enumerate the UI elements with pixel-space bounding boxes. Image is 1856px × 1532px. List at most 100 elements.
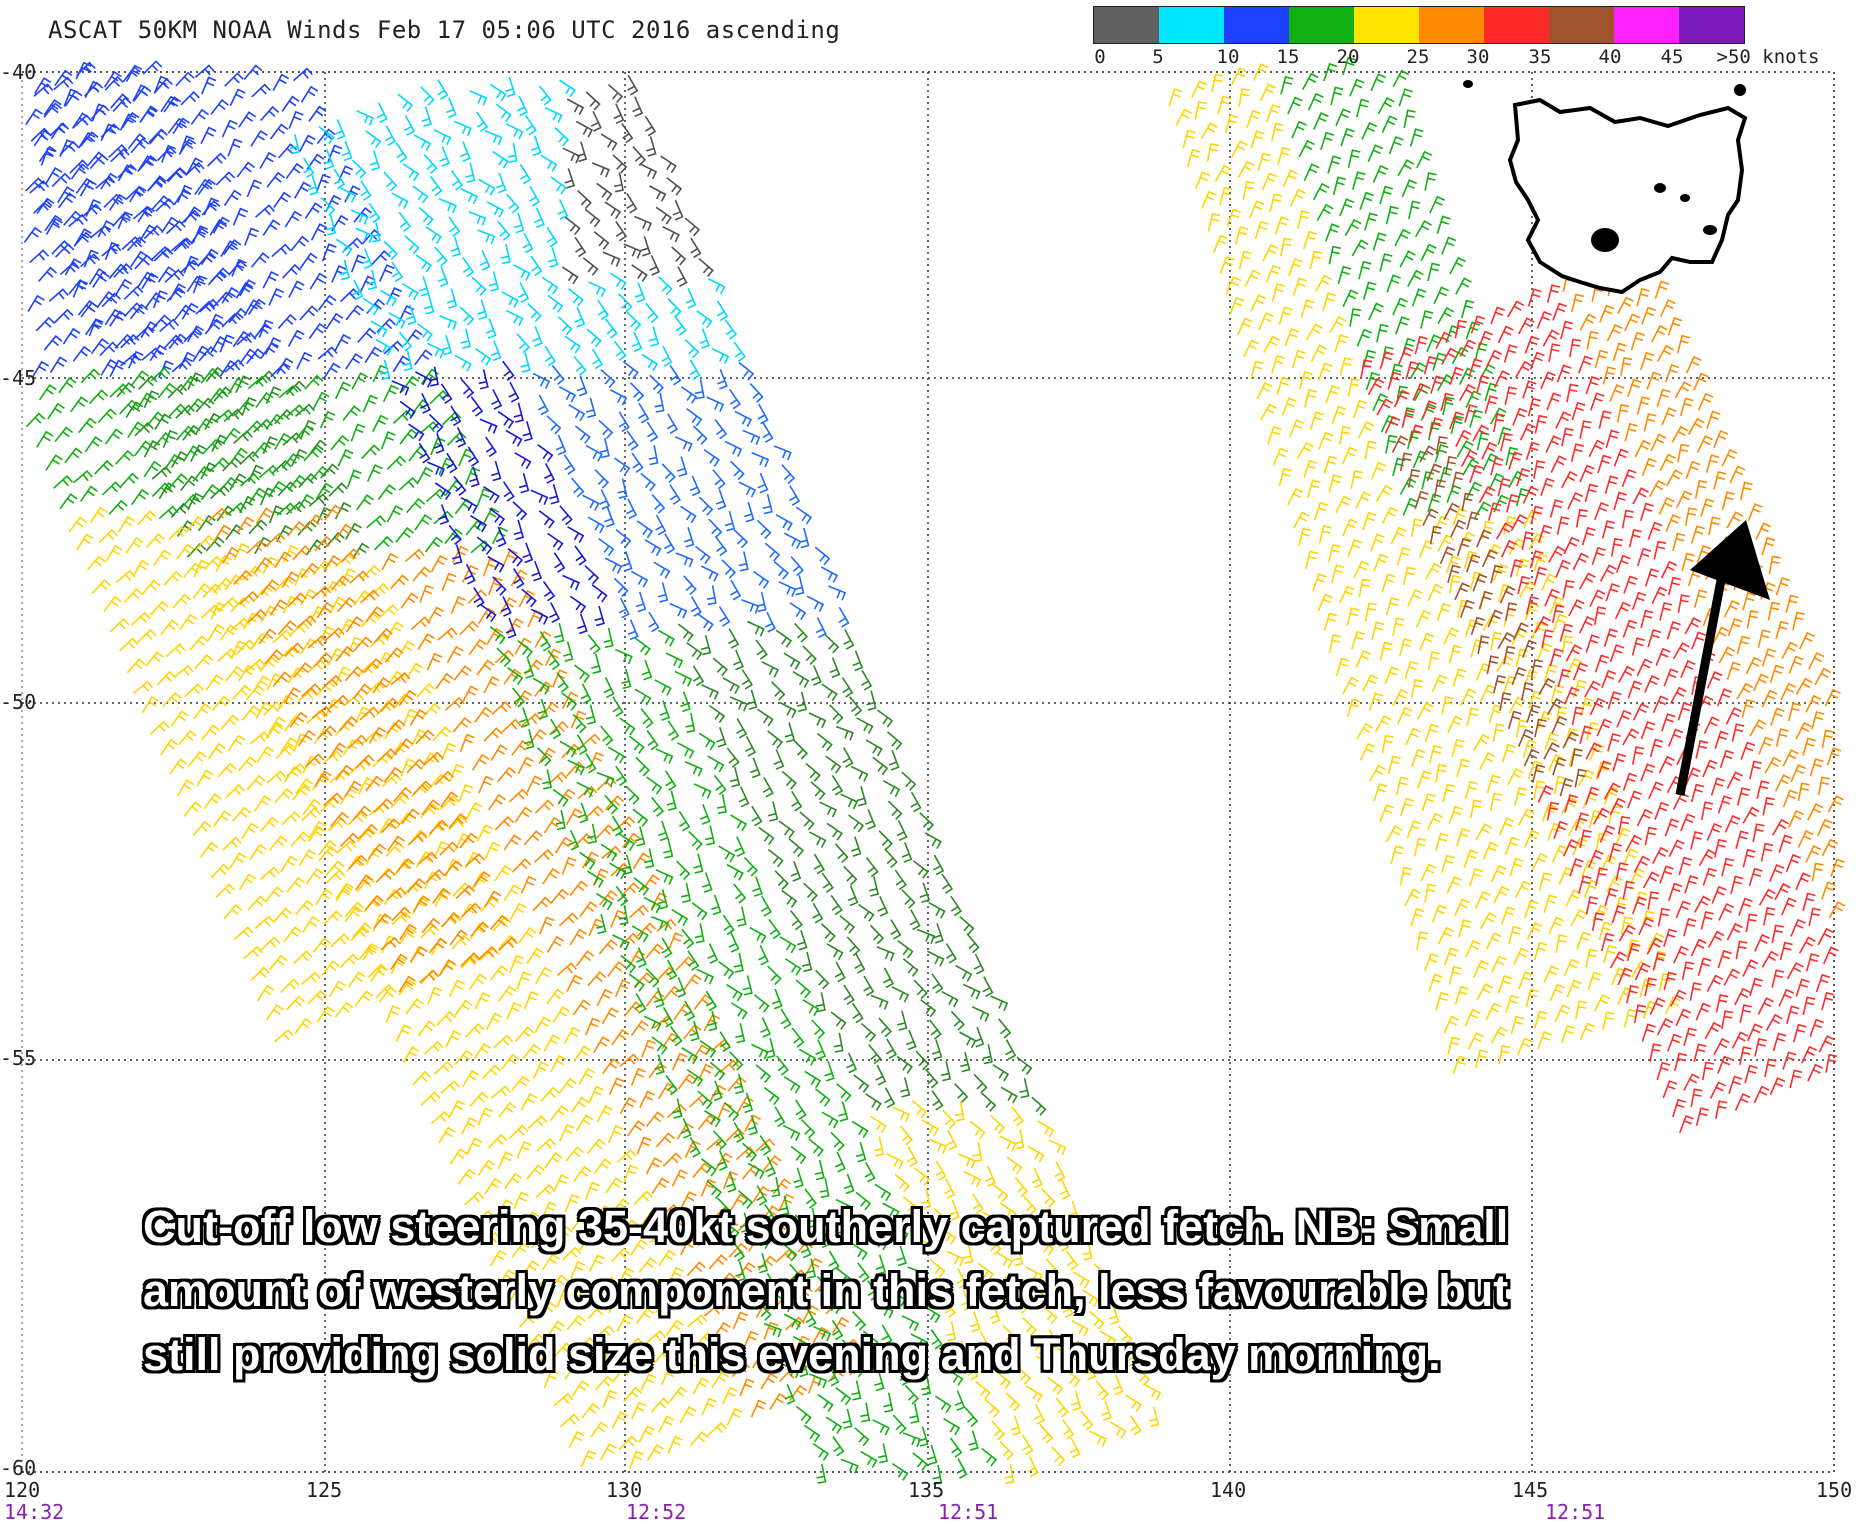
wind-barb xyxy=(741,669,753,690)
wind-barb xyxy=(340,568,356,587)
wind-barb xyxy=(231,806,251,822)
wind-barb xyxy=(84,81,104,97)
wind-barb xyxy=(144,292,164,309)
wind-barb xyxy=(825,1416,843,1435)
wind-barb xyxy=(491,460,502,482)
wind-barb xyxy=(733,649,744,671)
wind-barb xyxy=(835,725,854,741)
wind-barb xyxy=(1219,255,1235,275)
wind-barb xyxy=(1261,172,1278,191)
wind-barb xyxy=(253,323,272,339)
wind-barb xyxy=(724,1102,740,1122)
wind-barb xyxy=(424,536,444,553)
wind-barb xyxy=(1397,159,1415,177)
wind-barb xyxy=(104,308,123,326)
wind-barb xyxy=(1355,98,1370,118)
wind-barb xyxy=(287,592,307,608)
wind-barb xyxy=(1785,853,1801,873)
wind-barb xyxy=(1234,226,1249,245)
wind-barb xyxy=(509,902,527,920)
wind-barb xyxy=(645,302,659,323)
wind-barb xyxy=(281,95,300,112)
wind-barb xyxy=(815,1039,827,1060)
wind-barb xyxy=(237,516,255,534)
wind-barb xyxy=(1680,813,1696,832)
wind-barb xyxy=(414,349,433,366)
wind-barb xyxy=(192,820,212,837)
wind-barb xyxy=(1347,377,1360,397)
wind-barb xyxy=(1683,917,1697,937)
wind-barb xyxy=(764,1279,785,1293)
wind-barb xyxy=(1023,1195,1038,1216)
wind-barb xyxy=(468,210,487,226)
wind-barb xyxy=(1437,926,1454,945)
wind-barb xyxy=(413,134,432,151)
wind-barb xyxy=(1490,564,1504,584)
wind-barb xyxy=(122,66,141,83)
wind-barb xyxy=(971,1006,990,1022)
wind-barb xyxy=(1588,809,1603,829)
wind-barb xyxy=(322,674,342,689)
wind-barb xyxy=(691,902,708,921)
wind-barb xyxy=(877,1443,889,1464)
wind-barb xyxy=(170,238,191,252)
wind-barb xyxy=(909,909,921,931)
wind-barb xyxy=(1099,1330,1117,1348)
wind-barb xyxy=(521,1260,540,1277)
wind-barb xyxy=(690,596,702,617)
wind-barb xyxy=(949,1437,963,1458)
wind-barb xyxy=(281,452,301,469)
wind-barb xyxy=(500,596,512,617)
wind-barb xyxy=(1719,749,1734,769)
wind-barb xyxy=(325,312,344,330)
wind-barb xyxy=(451,934,471,950)
wind-barb xyxy=(985,1165,996,1187)
wind-barb xyxy=(1544,588,1560,607)
wind-barb xyxy=(172,593,192,609)
wind-barb xyxy=(1605,875,1623,893)
wind-barb xyxy=(1278,467,1292,487)
wind-barb xyxy=(675,1289,693,1307)
wind-barb xyxy=(989,1303,1001,1325)
wind-barb xyxy=(1440,392,1454,412)
wind-barb xyxy=(911,1099,928,1119)
wind-barb xyxy=(1392,69,1410,88)
wind-barb xyxy=(316,506,333,525)
wind-barb xyxy=(1392,297,1408,316)
wind-barb xyxy=(515,1026,535,1042)
wind-barb xyxy=(1420,243,1437,262)
wind-barb xyxy=(1379,185,1394,205)
wind-barb xyxy=(564,335,581,354)
wind-barb xyxy=(1499,692,1512,711)
wind-barb xyxy=(1320,131,1335,151)
wind-barb xyxy=(481,1064,501,1080)
wind-barb xyxy=(609,389,628,406)
wind-barb xyxy=(665,1319,684,1336)
wind-barb xyxy=(278,143,298,159)
wind-barb xyxy=(1649,479,1666,498)
wind-barb xyxy=(254,915,275,930)
wind-barb xyxy=(1599,304,1615,323)
wind-barb xyxy=(1527,397,1542,417)
wind-barb xyxy=(1739,481,1753,501)
wind-barb xyxy=(207,270,227,286)
wind-barb xyxy=(938,1347,958,1363)
wind-barb xyxy=(688,830,703,851)
wind-barb xyxy=(208,387,227,404)
wind-barb xyxy=(1815,973,1831,993)
wind-barb xyxy=(554,622,565,644)
wind-barb xyxy=(416,466,434,485)
wind-barb xyxy=(784,532,802,550)
wind-barb xyxy=(580,733,601,748)
wind-barb xyxy=(369,633,389,648)
wind-barb xyxy=(391,911,412,926)
wind-barb xyxy=(1497,325,1514,344)
wind-barb xyxy=(54,69,73,86)
wind-barb xyxy=(701,1397,717,1416)
wind-barb xyxy=(634,688,652,706)
wind-barb xyxy=(168,473,188,489)
wind-barb xyxy=(86,555,106,571)
wind-barb xyxy=(763,1154,782,1171)
wind-barb xyxy=(375,868,396,883)
wind-barb xyxy=(669,484,681,505)
